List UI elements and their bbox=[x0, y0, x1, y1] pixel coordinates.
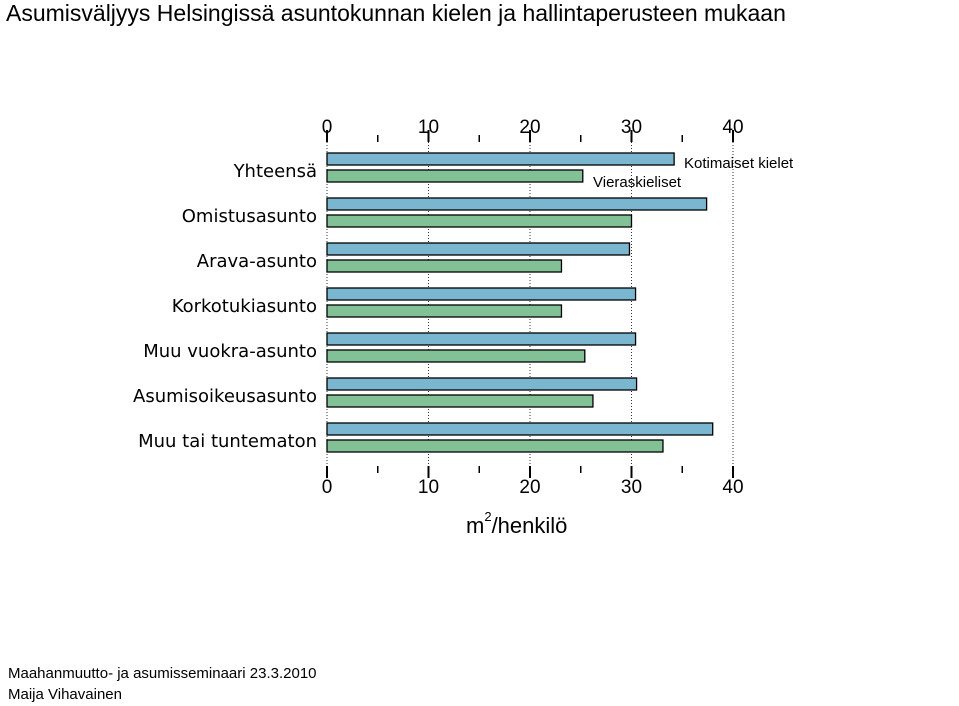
bar-kotimaiset-2 bbox=[326, 197, 708, 211]
bar-kotimaiset-7 bbox=[326, 422, 714, 436]
bottom-tick-label-0: 0 bbox=[322, 477, 333, 498]
category-label-7: Muu tai tuntematon bbox=[138, 431, 317, 452]
bar-vieraskieliset-1 bbox=[326, 169, 584, 183]
chart-grid bbox=[326, 142, 734, 466]
x-axis-label: m2/henkilö bbox=[466, 509, 567, 538]
category-label-3: Arava-asunto bbox=[197, 251, 317, 272]
bottom-tick-label-10: 10 bbox=[418, 477, 439, 498]
x-axis-label-superscript: 2 bbox=[484, 509, 491, 524]
category-label-1: Yhteensä bbox=[233, 161, 317, 182]
footer-author: Maija Vihavainen bbox=[8, 686, 122, 703]
bar-vieraskieliset-7 bbox=[326, 439, 664, 453]
bar-kotimaiset-3 bbox=[326, 242, 631, 256]
category-label-4: Korkotukiasunto bbox=[172, 296, 317, 317]
category-labels: Yhteensä Omistusasunto Arava-asunto Korkotu… bbox=[133, 161, 317, 452]
bottom-tick-label-30: 30 bbox=[621, 477, 642, 498]
chart-bars bbox=[326, 152, 714, 453]
legend-vieraskieliset: Vieraskieliset bbox=[593, 174, 682, 191]
x-axis-label-unit: m bbox=[466, 513, 484, 538]
chart-ticks bbox=[326, 130, 734, 478]
top-tick-label-20: 20 bbox=[519, 117, 540, 138]
footer-seminar: Maahanmuutto- ja asumisseminaari 23.3.20… bbox=[8, 665, 317, 682]
bottom-tick-label-20: 20 bbox=[519, 477, 540, 498]
bar-kotimaiset-5 bbox=[326, 332, 637, 346]
page-title: Asumisväljyys Helsingissä asuntokunnan k… bbox=[6, 0, 786, 26]
x-axis-label-rest: /henkilö bbox=[492, 513, 568, 538]
bottom-tick-label-40: 40 bbox=[722, 477, 743, 498]
bar-vieraskieliset-2 bbox=[326, 214, 633, 228]
tick-labels: 0 0 10 10 20 20 30 30 40 40 bbox=[322, 117, 744, 498]
top-tick-label-30: 30 bbox=[621, 117, 642, 138]
legend-kotimaiset-kielet: Kotimaiset kielet bbox=[684, 155, 794, 172]
bar-kotimaiset-6 bbox=[326, 377, 638, 391]
category-label-2: Omistusasunto bbox=[182, 206, 317, 227]
bar-vieraskieliset-4 bbox=[326, 304, 563, 318]
bar-kotimaiset-1 bbox=[326, 152, 675, 166]
bar-vieraskieliset-6 bbox=[326, 394, 594, 408]
bar-kotimaiset-4 bbox=[326, 287, 637, 301]
category-label-6: Asumisoikeusasunto bbox=[133, 386, 317, 407]
top-tick-label-40: 40 bbox=[722, 117, 743, 138]
category-label-5: Muu vuokra-asunto bbox=[143, 341, 317, 362]
bar-vieraskieliset-3 bbox=[326, 259, 563, 273]
top-tick-label-0: 0 bbox=[322, 117, 333, 138]
bar-vieraskieliset-5 bbox=[326, 349, 586, 363]
top-tick-label-10: 10 bbox=[418, 117, 439, 138]
